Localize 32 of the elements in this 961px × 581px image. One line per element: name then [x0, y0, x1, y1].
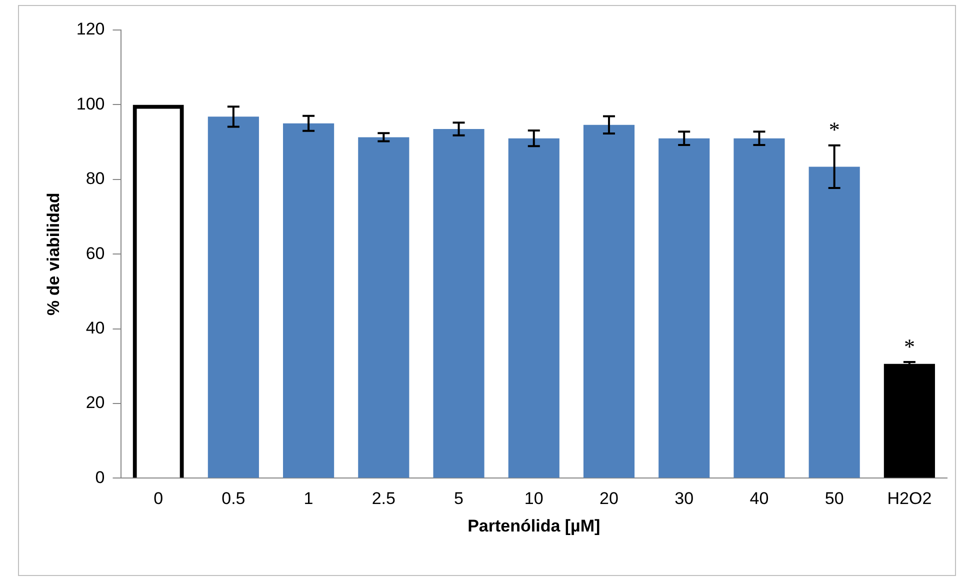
x-tick-label: 0.5 [222, 489, 246, 508]
x-tick-label: 10 [524, 489, 544, 508]
x-tick-label: 1 [304, 489, 314, 508]
y-tick-label: 120 [76, 20, 105, 39]
bar [283, 123, 334, 478]
bar [208, 116, 259, 478]
bar [884, 364, 935, 478]
bar [734, 138, 785, 478]
annotation: * [904, 334, 915, 359]
bar [808, 166, 860, 478]
y-tick-label: 100 [76, 94, 105, 114]
x-tick-label: 30 [674, 489, 694, 508]
y-axis-title: % de viabilidad [44, 192, 63, 316]
x-tick-label: 2.5 [372, 489, 396, 508]
y-tick-label: 40 [86, 318, 105, 338]
x-tick-label: 0 [154, 489, 164, 508]
x-tick-label: 20 [600, 489, 618, 508]
bar [358, 137, 410, 478]
bar [658, 138, 710, 478]
x-tick-label: 5 [454, 489, 464, 508]
x-tick-label: 40 [750, 489, 769, 508]
x-tick-label: 50 [824, 489, 844, 508]
y-tick-label: 80 [86, 169, 105, 188]
y-tick-label: 20 [86, 393, 105, 412]
bar [583, 124, 635, 478]
x-axis-title: Partenólida [µM] [468, 516, 600, 536]
bar [433, 128, 484, 478]
annotation: * [828, 117, 840, 142]
bar [508, 138, 560, 478]
x-tick-label: H2O2 [887, 489, 932, 508]
y-tick-label: 60 [86, 244, 105, 263]
y-tick-label: 0 [95, 468, 105, 487]
